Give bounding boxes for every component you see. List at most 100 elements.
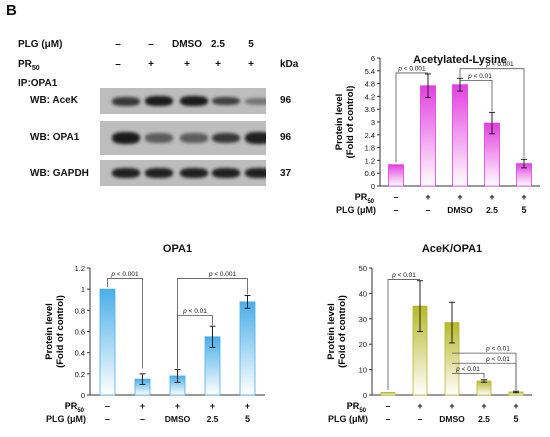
significance-label: p < 0.001 (110, 271, 139, 278)
blot-band (112, 96, 140, 106)
p-symbol: p (485, 61, 490, 68)
plg-condition-value: 2.5 (486, 205, 498, 215)
plg-condition-value: – (105, 414, 110, 424)
p-value: < 0.01 (490, 356, 510, 363)
plg-lane-5: 5 (248, 39, 254, 50)
pr-condition-value: + (245, 401, 250, 411)
bar (99, 288, 116, 396)
p-value: < 0.01 (472, 73, 492, 80)
pr-sub: 50 (359, 408, 366, 414)
pr-lane-2: + (148, 59, 154, 70)
pr-condition-value: – (105, 401, 110, 411)
pr-condition-value: + (481, 401, 486, 411)
significance-label: p < 0.01 (485, 346, 510, 353)
p-symbol: p (485, 356, 490, 363)
y-tick-label: 0 (363, 391, 367, 400)
y-axis-label-line: (Fold of control) (55, 295, 66, 368)
pr-text: PR (347, 401, 360, 411)
plg-condition-value: – (140, 414, 145, 424)
y-tick-label: 30 (359, 315, 367, 324)
plg-condition-value: 5 (513, 414, 518, 424)
significance-bracket (452, 373, 485, 379)
plg-condition-value: 5 (521, 205, 526, 215)
significance-label: p < 0.01 (391, 272, 416, 279)
y-tick-label: 3.6 (365, 105, 375, 114)
plg-lane-4: 2.5 (211, 39, 225, 50)
plg-condition-value: 2.5 (478, 414, 490, 424)
y-tick-label: 0 (371, 182, 375, 191)
y-tick-label: 0.2 (75, 370, 85, 379)
p-value: < 0.01 (460, 366, 480, 373)
pr-condition-value: + (140, 401, 145, 411)
blot-band (245, 132, 266, 144)
blot-row-label-opa1: WB: OPA1 (30, 132, 80, 143)
pr-text: PR (355, 192, 368, 202)
y-axis-label-line: (Fold of control) (337, 295, 348, 368)
p-value: < 0.01 (187, 308, 207, 315)
plg-condition-value: 2.5 (207, 414, 219, 424)
pr-condition-value: + (425, 192, 430, 202)
p-value: < 0.01 (396, 272, 416, 279)
pr-label-text: PR (18, 59, 32, 70)
bar (420, 85, 436, 187)
y-tick-label: 40 (359, 289, 367, 298)
pr-label-sub: 50 (31, 65, 40, 72)
plg-row-label: PLG (μM) (18, 39, 63, 50)
blot-band (145, 96, 173, 106)
plg-condition-value: – (393, 205, 398, 215)
pr-row-label: PR50 (18, 59, 40, 72)
blot-band (112, 132, 140, 144)
p-symbol: p (208, 271, 213, 278)
plg-condition-label: PLG (μM) (328, 414, 368, 424)
y-tick-label: 0.6 (75, 328, 85, 337)
plg-condition-value: – (417, 414, 422, 424)
significance-bracket (107, 278, 143, 369)
chart-acetylated-lysine: Acetylated-Lysine Protein level(Fold of c… (334, 54, 540, 215)
p-symbol: p (397, 65, 402, 72)
y-tick-label: 20 (359, 340, 367, 349)
blot-band (212, 132, 240, 144)
kda-opa1: 96 (280, 132, 292, 143)
kda-gapdh: 37 (280, 168, 292, 179)
plg-condition-value: DMSO (439, 414, 465, 424)
blot-band (212, 168, 240, 178)
pr-condition-value: + (489, 192, 494, 202)
y-tick-label: 4.8 (365, 80, 375, 89)
pr-lane-3: + (184, 59, 190, 70)
pr-sub: 50 (77, 408, 84, 414)
pr-condition-label: PR50 (355, 192, 375, 205)
y-axis-label-line: (Fold of control) (345, 86, 356, 159)
p-symbol: p (485, 346, 490, 353)
y-axis-label-line: Protein level (44, 303, 55, 360)
pr-condition-value: + (449, 401, 454, 411)
significance-bracket (459, 68, 525, 159)
blot-band (180, 133, 208, 143)
y-tick-label: 3 (371, 118, 375, 127)
blot-band (145, 168, 173, 178)
kda-header: kDa (280, 59, 299, 70)
blot-band (212, 96, 240, 106)
pr-condition-value: – (393, 192, 398, 202)
blot-row-label-acek: WB: AceK (30, 95, 78, 106)
p-symbol: p (182, 308, 187, 315)
p-symbol: p (110, 271, 115, 278)
p-value: < 0.001 (402, 65, 426, 72)
significance-label: p < 0.01 (182, 308, 207, 315)
blot-band (245, 97, 266, 105)
y-tick-label: 1.2 (75, 264, 85, 273)
kda-acek: 96 (280, 95, 292, 106)
y-axis-label-line: Protein level (334, 94, 345, 151)
pr-condition-value: + (417, 401, 422, 411)
y-tick-label: 0.8 (75, 306, 85, 315)
significance-label: p < 0.001 (208, 271, 237, 278)
significance-label: p < 0.01 (485, 356, 510, 363)
blot-band (180, 168, 208, 178)
p-symbol: p (391, 272, 396, 279)
y-tick-label: 5.4 (365, 67, 375, 76)
bar (239, 301, 256, 396)
y-axis-label-line: Protein level (326, 303, 337, 360)
y-tick-label: 2.4 (365, 131, 375, 140)
p-value: < 0.001 (490, 61, 514, 68)
pr-condition-value: + (210, 401, 215, 411)
y-tick-label: 10 (359, 366, 367, 375)
